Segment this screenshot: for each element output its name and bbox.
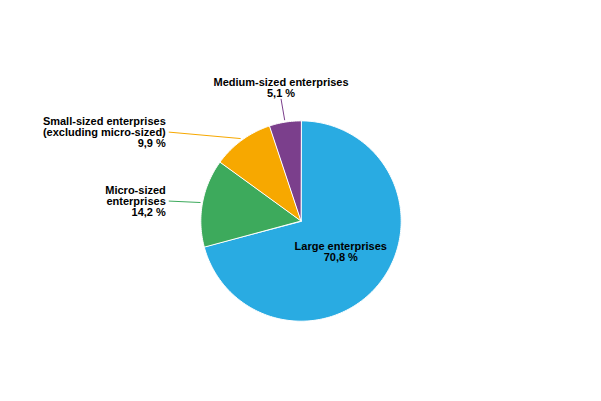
svg-text:Micro-sizedenterprises14,2 %: Micro-sizedenterprises14,2 %: [105, 184, 166, 218]
svg-text:Large enterprises70,8 %: Large enterprises70,8 %: [295, 240, 387, 263]
svg-text:Small-sized enterprises(exclud: Small-sized enterprises(excluding micro-…: [43, 115, 166, 149]
svg-text:Medium-sized enterprises5,1 %: Medium-sized enterprises5,1 %: [213, 76, 348, 99]
